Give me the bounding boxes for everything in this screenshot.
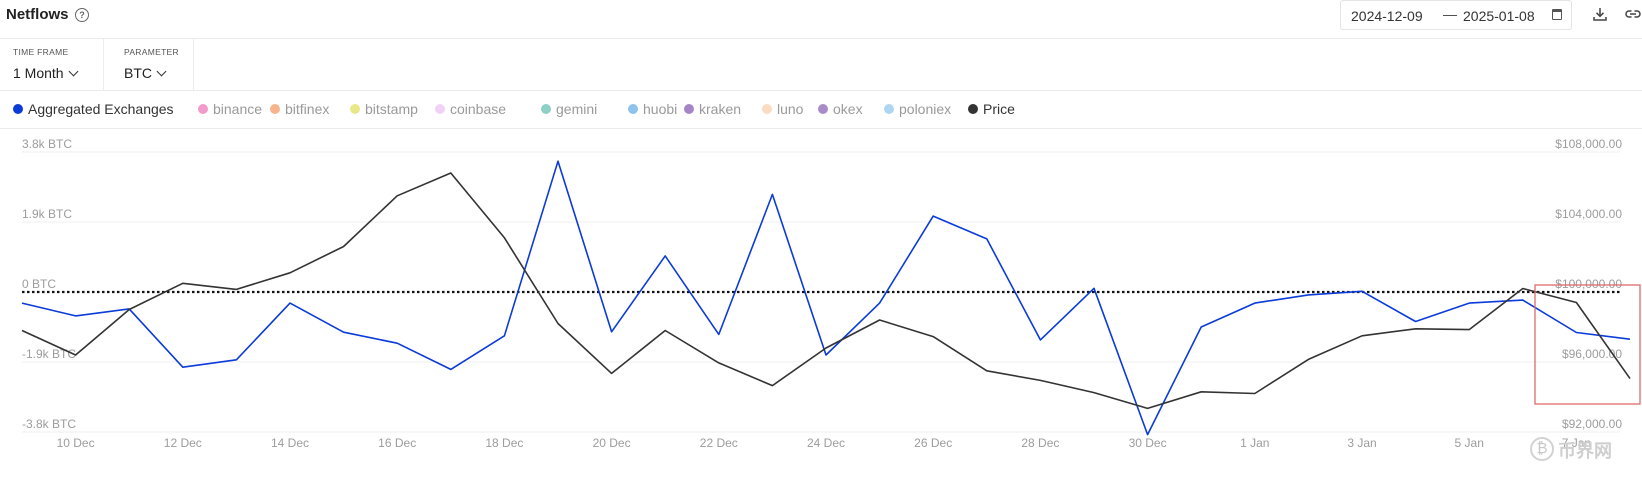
y-tick-label-left: -1.9k BTC [22,347,76,361]
x-tick-label: 20 Dec [593,436,631,450]
divider [0,38,1642,39]
page-title: Netflows [6,6,69,23]
legend-label: bitfinex [285,101,330,117]
series-line-price [21,172,1631,410]
legend-marker [541,104,551,114]
legend-label: gemini [556,101,598,117]
y-tick-label-right: $92,000.00 [1562,417,1622,431]
legend-marker [762,104,772,114]
series-line-aggregated-exchanges [21,160,1631,436]
legend-label: Aggregated Exchanges [28,101,174,117]
link-icon[interactable] [1624,6,1642,22]
timeframe-value: 1 Month [13,65,64,81]
x-tick-label: 5 Jan [1455,436,1484,450]
highlight-box [1534,284,1641,405]
x-tick-label: 12 Dec [164,436,202,450]
x-tick-label: 3 Jan [1347,436,1376,450]
chevron-down-icon [68,66,79,77]
legend-label: poloniex [899,101,952,117]
y-tick-label-left: 0 BTC [22,277,56,291]
date-end: 2025-01-08 [1463,8,1535,24]
header: Netflows ? 2024-12-09 — 2025-01-08 [0,0,1642,36]
chevron-down-icon [156,66,167,77]
x-tick-label: 28 Dec [1021,436,1059,450]
x-tick-label: 26 Dec [914,436,952,450]
x-tick-label: 16 Dec [378,436,416,450]
watermark-text: 币界网 [1558,441,1612,461]
legend-marker [350,104,360,114]
divider [0,128,1642,129]
legend-label: kraken [699,101,742,117]
parameter-value-wrap: BTC [124,65,167,81]
y-tick-label-right: $108,000.00 [1555,137,1622,151]
legend-marker [13,104,23,114]
legend-marker [884,104,894,114]
help-icon[interactable]: ? [75,8,89,22]
x-tick-label: 10 Dec [57,436,95,450]
legend-label: bitstamp [365,101,418,117]
parameter-label: PARAMETER [124,47,179,57]
legend-marker [435,104,445,114]
legend-marker [270,104,280,114]
divider [103,38,104,90]
legend-label: binance [213,101,263,117]
x-tick-label: 7 Jan [1562,436,1591,450]
legend-label: coinbase [450,101,507,117]
watermark-logo: ₿ [1530,437,1554,461]
x-tick-label: 1 Jan [1240,436,1269,450]
date-separator: — [1443,6,1457,22]
date-start: 2024-12-09 [1351,8,1423,24]
y-tick-label-right: $96,000.00 [1562,347,1622,361]
timeframe-value-wrap: 1 Month [13,65,79,81]
timeframe-label: TIME FRAME [13,47,69,57]
timeframe-select[interactable]: TIME FRAME 1 Month [0,38,103,90]
parameter-select[interactable]: PARAMETER BTC [111,38,193,90]
x-tick-label: 24 Dec [807,436,845,450]
legend-marker [684,104,694,114]
legend-label: okex [833,101,863,117]
y-tick-label-left: -3.8k BTC [22,417,76,431]
y-tick-label-right: $100,000.00 [1555,277,1622,291]
y-tick-label-left: 1.9k BTC [22,207,72,221]
netflows-chart: 3.8k BTC $108,000.00 1.9k BTC $104,000.00 0 … [21,137,1641,450]
x-tick-label: 22 Dec [700,436,738,450]
legend-marker [628,104,638,114]
y-tick-label-right: $104,000.00 [1555,207,1622,221]
legend-marker [968,104,978,114]
legend-marker [818,104,828,114]
y-tick-label-left: 3.8k BTC [22,137,72,151]
x-tick-label: 18 Dec [485,436,523,450]
calendar-icon[interactable] [1552,9,1562,20]
legend-label: Price [983,101,1015,117]
legend-label: luno [777,101,804,117]
divider [0,90,1642,91]
legend-label: huobi [643,101,678,117]
x-tick-label: 30 Dec [1129,436,1167,450]
divider [193,38,194,90]
legend-marker [198,104,208,114]
date-range-picker[interactable]: 2024-12-09 — 2025-01-08 [1340,0,1572,30]
x-tick-label: 14 Dec [271,436,309,450]
parameter-value: BTC [124,65,152,81]
download-icon[interactable] [1592,6,1608,22]
